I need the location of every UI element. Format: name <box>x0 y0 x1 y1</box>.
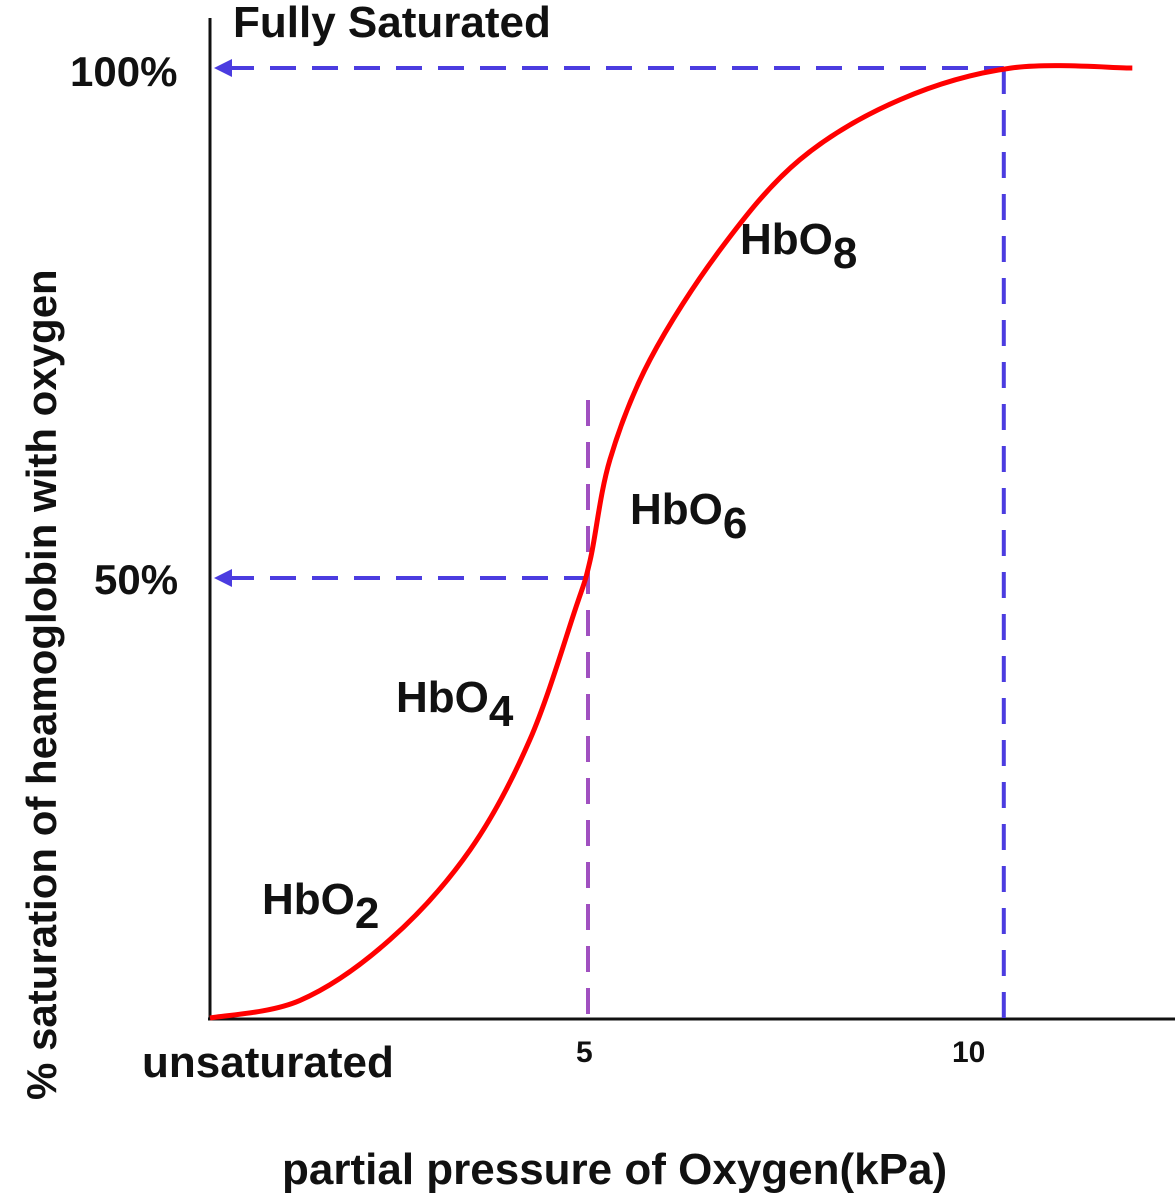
annotation-hbo2: HbO2 <box>262 875 380 938</box>
arrowhead-icon <box>214 569 232 587</box>
x-axis-label: partial pressure of Oxygen(kPa) <box>282 1145 948 1194</box>
saturation-curve <box>209 63 1133 1021</box>
bottom-label: unsaturated <box>142 1038 394 1087</box>
annotation-hbo8: HbO8 <box>740 215 858 278</box>
y-tick-label-100: 100% <box>70 48 178 95</box>
x-tick-label-5: 5 <box>576 1036 593 1069</box>
annotation-hbo6: HbO6 <box>630 485 748 548</box>
annotation-hbo4: HbO4 <box>396 673 514 736</box>
y-axis-label: % saturation of heamoglobin with oxygen <box>18 269 65 1100</box>
arrowhead-icon <box>214 59 232 77</box>
x-tick-label-10: 10 <box>952 1036 986 1069</box>
top-label: Fully Saturated <box>233 0 551 47</box>
y-tick-label-50: 50% <box>94 556 179 603</box>
